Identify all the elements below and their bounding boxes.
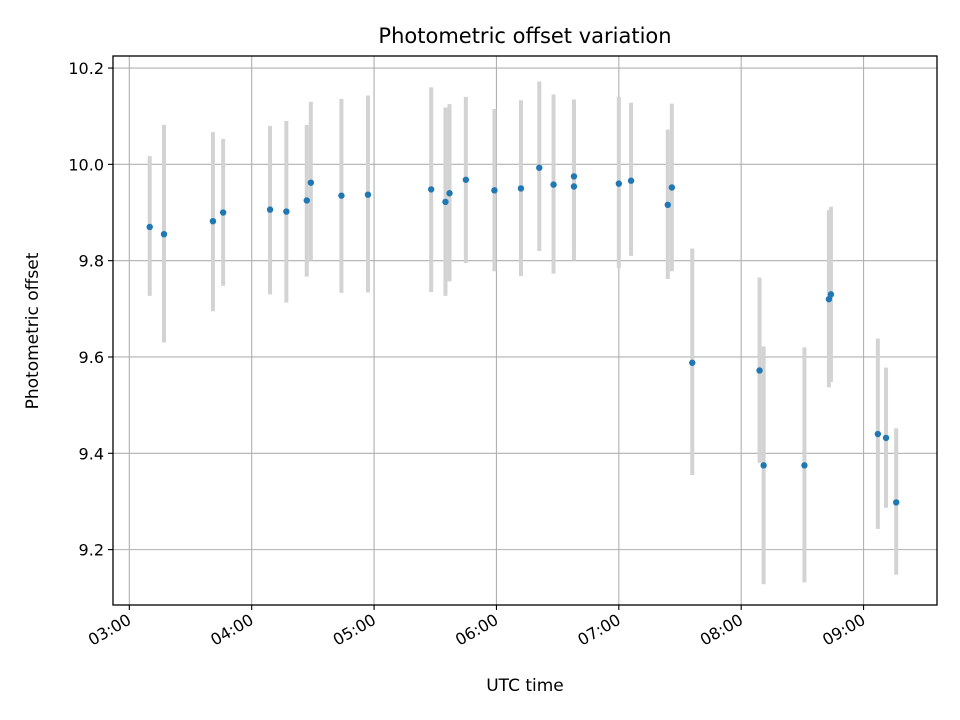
data-point <box>689 359 696 366</box>
grid <box>113 56 937 605</box>
y-axis-label: Photometric offset <box>23 252 43 409</box>
data-point <box>570 173 578 180</box>
data-point <box>307 179 315 186</box>
y-tick-label: 10.0 <box>68 155 104 174</box>
data-point <box>442 198 449 206</box>
data-point <box>219 209 227 216</box>
data-point <box>825 295 833 303</box>
data-point <box>266 206 274 213</box>
data-point <box>491 187 498 194</box>
data-point <box>827 291 835 298</box>
data-point <box>893 499 900 506</box>
data-point <box>550 181 557 188</box>
data-point <box>882 434 890 442</box>
data-point <box>427 186 435 193</box>
data-point <box>668 184 676 191</box>
y-tick-label: 9.4 <box>79 444 104 463</box>
data-point <box>517 185 525 192</box>
data-point <box>283 208 290 215</box>
data-point <box>446 190 453 197</box>
data-point <box>570 183 578 190</box>
data-point <box>536 164 543 171</box>
x-axis-label: UTC time <box>486 676 564 696</box>
data-point <box>462 176 470 183</box>
data-point <box>160 230 168 238</box>
data-point <box>874 430 882 438</box>
y-tick-label: 9.8 <box>79 252 104 271</box>
y-tick-label: 10.2 <box>68 59 104 78</box>
y-axis-ticks: 9.2 9.4 9.6 9.8 10.0 10.2 <box>68 59 113 560</box>
data-point <box>664 201 671 209</box>
data-point <box>756 367 763 374</box>
data-point <box>760 462 767 469</box>
data-points <box>146 164 900 506</box>
data-point <box>146 223 153 231</box>
data-point <box>338 192 345 199</box>
chart-title: Photometric offset variation <box>378 24 671 48</box>
y-tick-label: 9.6 <box>79 348 104 367</box>
plot-frame <box>112 55 938 606</box>
data-point <box>303 197 310 204</box>
y-tick-label: 9.2 <box>79 541 104 560</box>
data-point <box>364 191 372 198</box>
data-point <box>209 217 217 225</box>
data-point <box>801 462 808 469</box>
data-point <box>615 180 623 187</box>
data-point <box>627 177 635 184</box>
